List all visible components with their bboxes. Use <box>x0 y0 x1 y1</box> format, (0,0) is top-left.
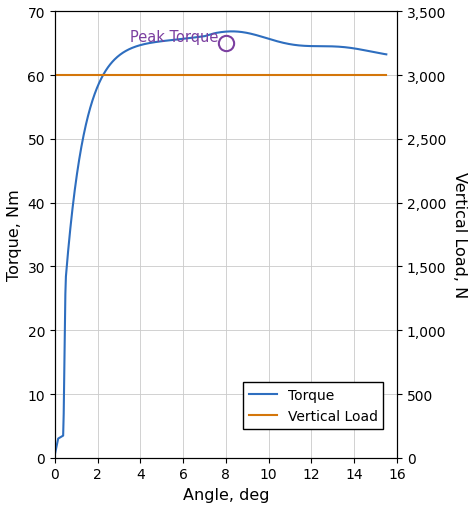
Y-axis label: Torque, Nm: Torque, Nm <box>7 189 22 281</box>
X-axis label: Angle, deg: Angle, deg <box>182 487 269 502</box>
Text: Peak Torque: Peak Torque <box>130 31 218 45</box>
Y-axis label: Vertical Load, N: Vertical Load, N <box>452 172 467 298</box>
Legend: Torque, Vertical Load: Torque, Vertical Load <box>243 383 383 429</box>
